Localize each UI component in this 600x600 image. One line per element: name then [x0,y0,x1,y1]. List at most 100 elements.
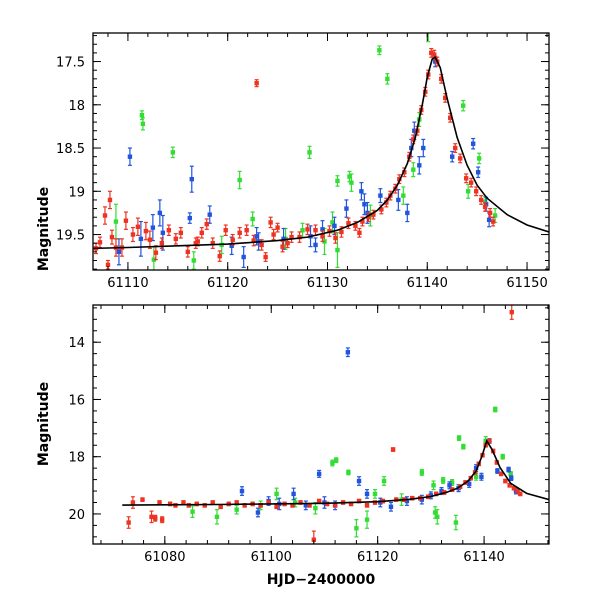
data-point-red [258,503,263,508]
data-point-red [360,219,365,224]
data-point-green [435,514,440,520]
data-point-red [332,503,338,508]
x-axis: 61080 61100 61120 61140 [100,305,549,565]
data-point-blue [470,141,476,146]
data-point-blue [320,227,325,232]
data-point-blue [388,504,394,509]
data-point-red [130,500,136,505]
data-point-red [251,238,256,243]
data-point-blue [189,176,194,182]
x-tick-label: 61140 [463,550,504,565]
x-axis-title: HJD−2400000 [267,572,376,588]
data-point-red [285,240,290,246]
data-point-red [353,223,358,229]
y-tick-label: 20 [68,508,85,523]
data-point-green [381,478,387,484]
data-point-green [372,491,378,497]
data-point-red [173,236,179,242]
data-point-red [439,76,444,82]
data-point-green [354,526,359,531]
data-point-blue [473,465,479,471]
data-point-red [149,514,154,520]
data-point-green [333,457,339,463]
data-point-blue [160,230,166,236]
data-point-red [204,221,209,227]
data-point-green [139,112,145,118]
data-point-red [432,52,437,57]
data-point-green [170,150,176,155]
data-point-green [500,454,505,459]
data-point-blue [439,488,444,494]
data-point-green [492,213,498,218]
data-point-blue [332,223,337,229]
data-point-red [237,230,242,236]
y-axis-title: Magnitude [36,187,52,271]
data-point-red [147,237,153,242]
data-point-red [316,498,322,504]
data-point-red [339,229,344,235]
data-point-blue [509,475,514,481]
data-point-green [482,199,488,204]
data-point-blue [362,202,367,207]
data-point-blue [404,498,410,504]
data-point-red [453,145,458,151]
model-curve [122,439,549,506]
data-point-red [463,176,469,181]
data-point-red [217,253,222,259]
data-point-red [167,501,173,507]
data-point-red [259,242,264,248]
data-point-red [159,240,165,246]
data-point-blue [150,225,156,230]
data-point-red [384,200,389,205]
data-point-blue [495,468,500,474]
y-axis: 14 16 18 20 [68,307,549,538]
y-axis: 17.5 18 18.5 19 19.5 [56,35,549,270]
top-panel: 61110 61120 61130 61140 61150 17.5 18 18.5 19 19.… [36,32,550,291]
data-point-red [263,254,268,260]
data-point-green [401,193,406,198]
data-point-red [185,249,190,255]
data-point-green [335,178,340,184]
data-point-blue [378,500,383,505]
data-point-blue [316,471,322,477]
data-point-green [330,460,335,466]
data-point-red [307,503,312,508]
data-point-red [143,228,149,234]
data-point-green [461,444,466,449]
data-point-red [468,180,474,185]
data-point-green [346,470,351,475]
data-point-red [357,230,362,236]
data-point-red [429,50,434,56]
data-point-blue [127,154,133,159]
y-tick-label: 16 [68,393,85,408]
data-point-red [433,491,439,497]
series-red [93,47,496,270]
data-point-blue [229,243,234,248]
plot-area [122,305,549,544]
data-point-red [305,227,310,232]
data-point-blue [483,202,489,207]
data-point-blue [447,483,452,488]
data-point-blue [281,236,286,242]
data-point-green [364,517,370,522]
data-point-blue [187,215,192,221]
data-point-green [453,520,459,525]
data-point-red [230,237,235,242]
data-point-blue [417,163,422,168]
data-point-red [218,504,223,509]
data-point-red [366,215,371,220]
data-point-blue [157,210,163,216]
data-point-blue [466,481,472,487]
data-point-blue [364,491,370,497]
series-green [190,406,513,538]
data-point-green [250,216,255,222]
series-blue [239,347,519,518]
data-point-red [478,197,484,203]
data-point-green [140,121,146,127]
data-point-green [377,48,382,53]
data-point-red [313,228,318,233]
data-point-blue [396,197,401,203]
data-point-red [242,503,247,508]
data-point-green [349,180,354,185]
data-point-blue [254,234,259,239]
